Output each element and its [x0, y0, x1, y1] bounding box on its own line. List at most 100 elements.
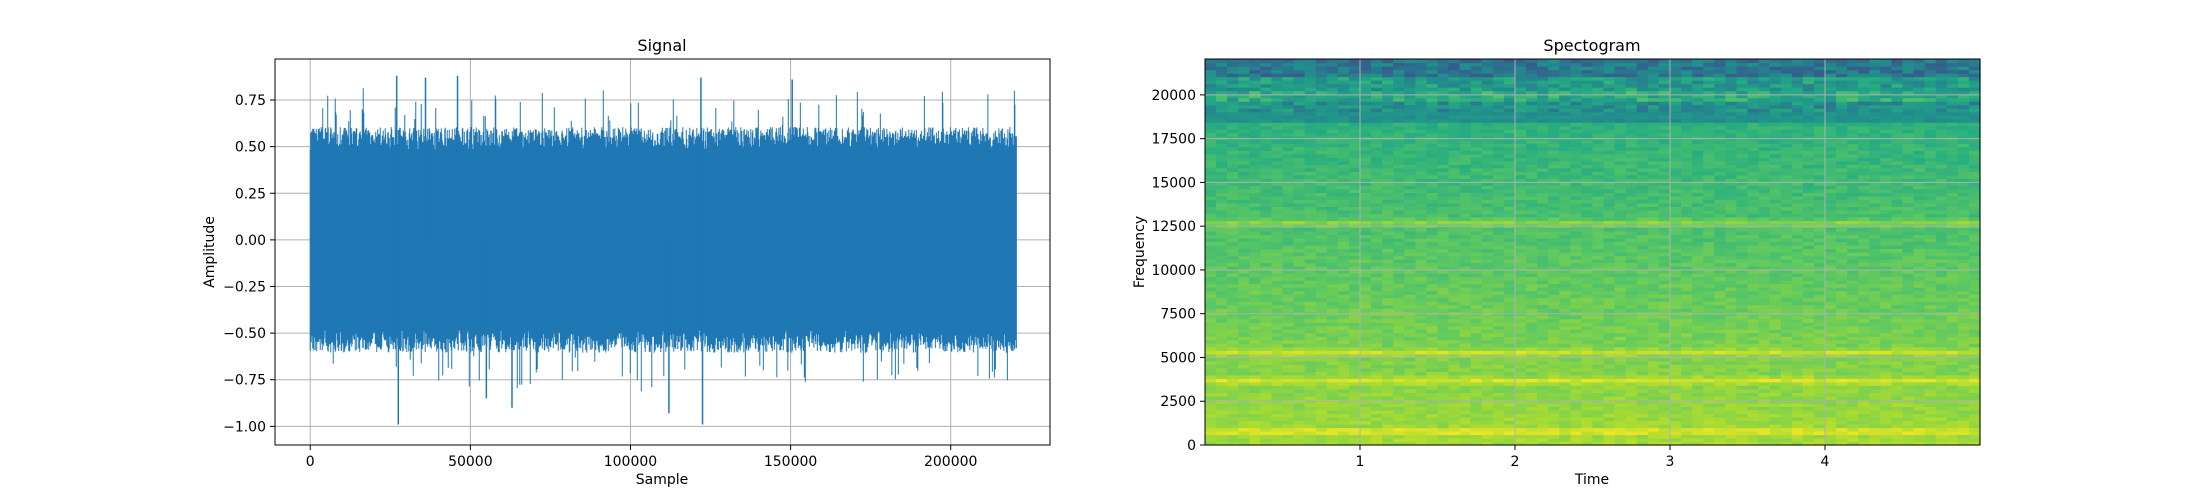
- spectrogram-cell: [1813, 353, 1826, 358]
- spectrogram-cell: [1415, 413, 1428, 418]
- spectrogram-cell: [1714, 430, 1726, 436]
- spectrogram-cell: [1360, 360, 1372, 365]
- spectrogram-cell: [1592, 287, 1605, 292]
- spectrogram-cell: [1205, 276, 1217, 281]
- spectrogram-cell: [1825, 230, 1837, 236]
- spectrogram-cell: [1968, 430, 1981, 436]
- spectrogram-cell: [1293, 374, 1306, 379]
- spectrogram-cell: [1282, 392, 1295, 397]
- spectrogram-cell: [1725, 360, 1738, 365]
- spectrogram-cell: [1736, 315, 1749, 320]
- spectrogram-cell: [1625, 304, 1638, 309]
- spectrogram-cell: [1282, 322, 1295, 327]
- spectrogram-cell: [1326, 241, 1339, 246]
- spectrogram-cell: [1968, 343, 1981, 348]
- spectrogram-cell: [1725, 413, 1738, 418]
- spectrogram-cell: [1736, 230, 1749, 236]
- spectrogram-cell: [1515, 227, 1527, 232]
- spectrogram-cell: [1603, 209, 1616, 214]
- spectrogram-cell: [1636, 244, 1649, 250]
- spectrogram-cell: [1304, 297, 1317, 302]
- spectrogram-cell: [1924, 343, 1937, 348]
- spectrogram-cell: [1836, 430, 1848, 436]
- spectrogram-cell: [1515, 353, 1527, 358]
- spectrogram-cell: [1481, 301, 1494, 306]
- spectrogram-cell: [1216, 413, 1228, 418]
- spectrogram-cell: [1282, 220, 1295, 225]
- spectrogram-cell: [1337, 413, 1350, 418]
- spectrogram-cell: [1260, 227, 1273, 232]
- spectrogram-cell: [1703, 308, 1715, 313]
- spectrogram-cell: [1636, 364, 1649, 369]
- spectrogram-cell: [1703, 202, 1715, 207]
- spectrogram-cell: [1205, 346, 1217, 351]
- spectrogram-cell: [1216, 259, 1228, 264]
- spectrogram-cell: [1891, 259, 1904, 264]
- spectrogram-cell: [1703, 322, 1715, 327]
- spectrogram-cell: [1769, 388, 1782, 393]
- spectrogram-cell: [1304, 315, 1317, 320]
- spectrogram-cell: [1515, 329, 1527, 334]
- spectrogram-cell: [1360, 406, 1372, 411]
- spectrogram-cell: [1437, 244, 1450, 250]
- spectrogram-cell: [1858, 416, 1870, 422]
- spectrogram-cell: [1869, 209, 1881, 214]
- spectrogram-cell: [1847, 416, 1859, 422]
- spectrogram-cell: [1681, 216, 1693, 222]
- signal-x-axis: 0 50000 100000 150000 200000: [306, 445, 977, 470]
- spectrogram-cell: [1260, 434, 1273, 439]
- spectrogram-cell: [1426, 248, 1439, 253]
- spectrogram-cell: [1858, 378, 1870, 383]
- spectrogram-cell: [1260, 395, 1273, 400]
- spectrogram-cell: [1537, 294, 1549, 299]
- spectrogram-cell: [1670, 437, 1682, 443]
- spectrogram-cell: [1437, 315, 1450, 320]
- spectrogram-cell: [1382, 378, 1394, 383]
- spectrogram-cell: [1836, 301, 1848, 306]
- spectrogram-cell: [1880, 322, 1893, 327]
- spectrogram-cell: [1249, 213, 1261, 218]
- spectrogram-cell: [1459, 360, 1472, 365]
- spectrogram-cell: [1880, 360, 1893, 365]
- spectrogram-cell: [1858, 230, 1870, 236]
- spectrogram-cell: [1703, 230, 1715, 236]
- spectrogram-cell: [1481, 378, 1494, 383]
- spectrogram-cell: [1647, 392, 1660, 397]
- spectrogram-cell: [1415, 325, 1428, 330]
- spectrogram-cell: [1559, 304, 1571, 309]
- spectrogram-cell: [1813, 371, 1826, 376]
- spectrogram-cell: [1714, 357, 1726, 362]
- spectrogram-cell: [1658, 202, 1671, 207]
- spectrogram-cell: [1360, 343, 1372, 348]
- spectrogram-cell: [1858, 367, 1870, 372]
- spectrogram-cell: [1238, 441, 1250, 446]
- spectrogram-cell: [1692, 315, 1704, 320]
- spectrogram-cell: [1681, 413, 1693, 418]
- spectrogram-cell: [1858, 395, 1870, 400]
- spectrogram-cell: [1348, 357, 1361, 362]
- spectrogram-cell: [1315, 381, 1328, 386]
- spectrogram-cell: [1780, 378, 1793, 383]
- spectrogram-cell: [1227, 343, 1239, 348]
- spectrogram-cell: [1371, 255, 1383, 260]
- spectrogram-cell: [1891, 371, 1904, 376]
- spectrogram-cell: [1282, 430, 1295, 436]
- spectrogram-cell: [1913, 336, 1926, 341]
- spectrogram-cell: [1448, 195, 1461, 200]
- spectrogram-cell: [1813, 206, 1826, 211]
- spectrogram-cell: [1692, 385, 1704, 390]
- spectrogram-cell: [1437, 402, 1450, 407]
- spectrogram-cell: [1758, 409, 1771, 415]
- spectrogram-cell: [1393, 406, 1405, 411]
- spectrogram-cell: [1769, 381, 1782, 386]
- spectrogram-cell: [1869, 392, 1881, 397]
- spectrogram-cell: [1337, 220, 1350, 225]
- spectrogram-cell: [1725, 276, 1738, 281]
- spectrogram-cell: [1858, 252, 1870, 257]
- spectrogram-cell: [1592, 325, 1605, 330]
- spectrogram-cell: [1371, 248, 1383, 253]
- spectrogram-cell: [1382, 388, 1394, 393]
- spectrogram-cell: [1426, 413, 1439, 418]
- spectrogram-cell: [1537, 353, 1549, 358]
- spectrogram-cell: [1913, 364, 1926, 369]
